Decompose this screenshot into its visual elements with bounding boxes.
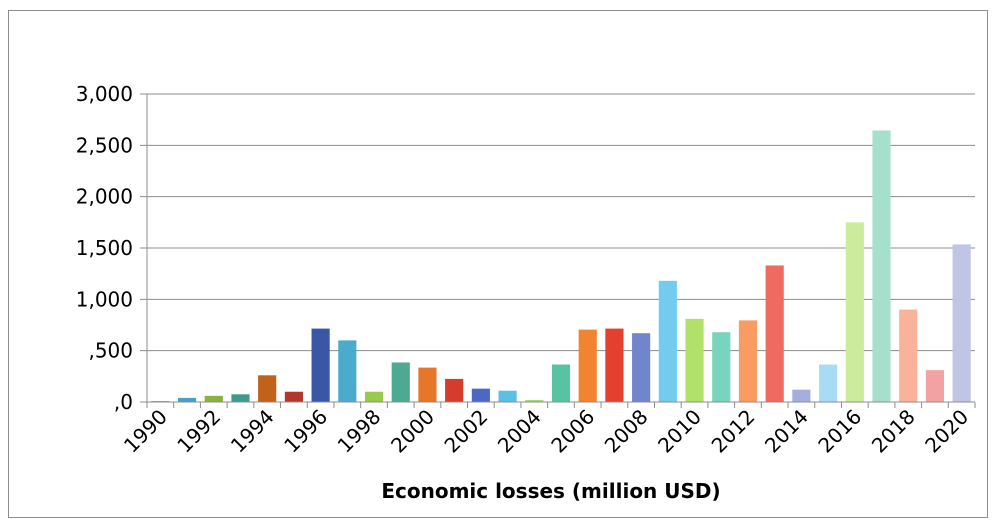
x-tick-label: 2020 (920, 405, 973, 458)
bar-2015 (819, 364, 838, 402)
bar-1998 (364, 391, 384, 402)
bars (151, 130, 971, 402)
x-tick-label: 2006 (546, 405, 599, 458)
bar-2001 (445, 378, 464, 402)
y-tick-label: 1,000 (76, 287, 133, 311)
x-axis-title: Economic losses (million USD) (381, 479, 720, 503)
x-tick-label: 1998 (333, 405, 386, 458)
chart-frame (8, 10, 988, 518)
y-tick-label: 3,000 (76, 82, 133, 106)
y-tick-labels: ,0 ,500 1,000 1,500 2,000 2,500 3,000 (76, 82, 133, 414)
bar-1996 (311, 328, 330, 402)
x-tick-label: 2000 (386, 405, 439, 458)
x-tick-label: 2012 (707, 405, 760, 458)
bar-2006 (578, 329, 597, 402)
bar-2011 (712, 332, 731, 402)
y-tick-label: 2,000 (76, 185, 133, 209)
bar-1990 (151, 400, 170, 402)
bar-2012 (738, 320, 758, 402)
x-tick-label: 1992 (172, 405, 225, 458)
bar-2020 (952, 244, 971, 402)
bar-2010 (685, 318, 704, 402)
bar-2003 (498, 390, 517, 402)
bar-1991 (177, 397, 197, 402)
x-tick-label: 2010 (653, 405, 706, 458)
bar-1993 (231, 394, 250, 402)
x-tick-label: 2014 (760, 405, 813, 458)
y-tick-label: 2,500 (76, 133, 133, 157)
y-tick-label: ,0 (114, 390, 133, 414)
bar-2018 (899, 309, 918, 402)
bar-2005 (551, 364, 571, 402)
bar-1999 (391, 362, 410, 402)
x-tick-label: 2008 (600, 405, 653, 458)
bar-1995 (284, 391, 303, 402)
bar-2004 (525, 399, 544, 402)
bar-2016 (845, 222, 864, 402)
bar-1997 (338, 340, 357, 402)
bar-2014 (792, 389, 811, 402)
bar-2019 (925, 370, 945, 402)
bar-1994 (258, 375, 277, 402)
bar-1992 (204, 395, 223, 402)
y-tick-label: ,500 (88, 339, 133, 363)
bar-2013 (765, 265, 784, 402)
x-tick-label: 2004 (493, 405, 546, 458)
bar-2007 (605, 328, 624, 402)
x-tick-label: 2018 (867, 405, 920, 458)
y-tick-label: 1,500 (76, 236, 133, 260)
x-tick-label: 2016 (813, 405, 866, 458)
x-tick-labels: 1990 1992 1994 1996 1998 2000 2002 2004 2006 2008… (119, 405, 973, 458)
bar-2002 (471, 388, 490, 402)
x-tick-label: 1994 (226, 405, 279, 458)
x-tick-label: 2002 (439, 405, 492, 458)
bar-2008 (632, 333, 651, 402)
axes (146, 94, 976, 408)
bar-2009 (658, 280, 677, 402)
bar-2000 (418, 367, 437, 402)
x-tick-label: 1996 (279, 405, 332, 458)
bar-2017 (872, 130, 891, 402)
